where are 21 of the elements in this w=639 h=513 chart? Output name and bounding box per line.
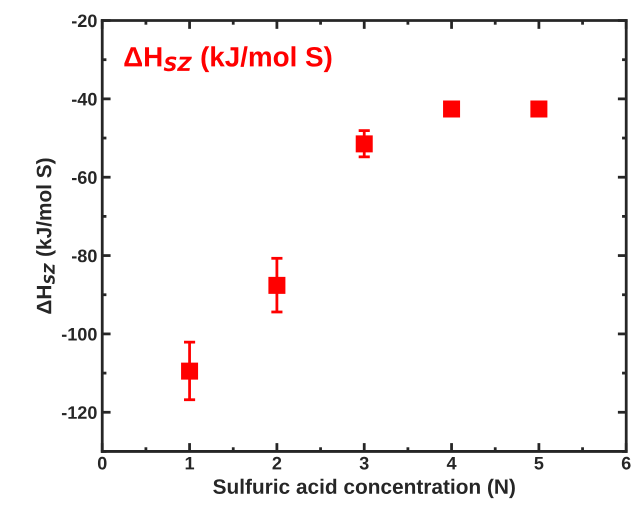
x-tick-label: 1 [186, 456, 194, 470]
x-tick-label: 2 [272, 456, 282, 470]
x-tick-label: 0 [98, 456, 107, 470]
x-tick-label: 3 [360, 456, 369, 470]
y-tick-label: -100 [62, 328, 97, 341]
y-axis-title: ΔH$_{SZ}$ (kJ/mol S) [36, 158, 56, 314]
x-tick-label: 4 [446, 456, 456, 470]
y-tick-label: -20 [72, 14, 97, 28]
annotation: ΔH$_{SZ}$ (kJ/mol S) [124, 46, 332, 72]
y-tick-label: -120 [62, 406, 97, 419]
point [356, 135, 373, 152]
point [530, 100, 548, 118]
point [181, 362, 198, 380]
point [268, 276, 286, 294]
x-axis-title: Sulfuric acid concentration (N) [213, 478, 515, 498]
x-tick-label: 5 [534, 456, 544, 470]
point [443, 100, 460, 118]
x-tick-label: 6 [622, 456, 631, 470]
y-tick-label: -80 [72, 250, 97, 262]
y-tick-label: -60 [72, 171, 97, 184]
y-tick-label: -40 [72, 92, 97, 106]
